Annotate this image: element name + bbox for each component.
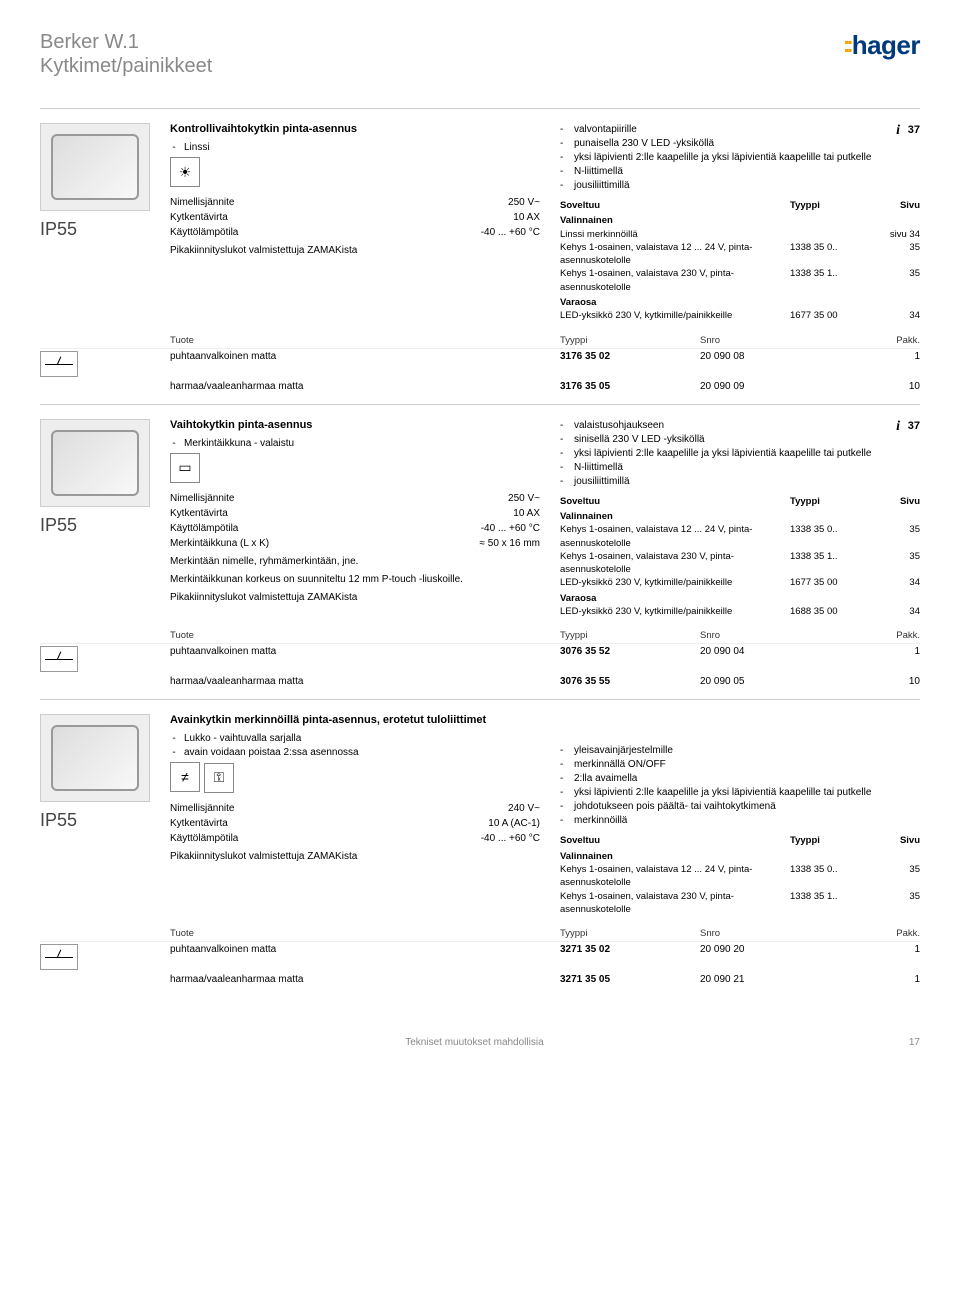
col-header: Tyyppi (790, 199, 870, 212)
bullet-text: jousiliittimillä (574, 475, 630, 489)
product-image-1 (40, 123, 150, 211)
note-text: Pikakiinnityslukot valmistettuja ZAMAKis… (170, 244, 540, 258)
bullet-text: johdotukseen pois päältä- tai vaihtokytk… (574, 800, 776, 814)
logo-text: hager (852, 30, 920, 60)
product-block-2: IP55 Vaihtokytkin pinta-asennus -Merkint… (40, 404, 920, 700)
switch-symbol-icon (40, 351, 78, 377)
product-title-2: Vaihtokytkin pinta-asennus (170, 419, 540, 431)
ip55-badge: IP55 (40, 219, 150, 240)
bullet-text: avain voidaan poistaa 2:ssa asennossa (184, 746, 359, 760)
spec-row: Nimellisjännite250 V~ (170, 195, 540, 210)
switch-symbol-icon (40, 944, 78, 970)
bullet-text: valaistusohjaukseen (574, 419, 664, 433)
bullet-text: Linssi (184, 141, 210, 155)
logo-dots-icon: :: (843, 32, 850, 57)
info-page-ref: 37 (908, 123, 920, 138)
product-image-3 (40, 714, 150, 802)
symbol-icon: ▭ (170, 453, 200, 483)
table-row: harmaa/vaaleanharmaa matta3271 35 0520 0… (40, 972, 920, 987)
subsection-label: Valinnainen (560, 850, 920, 863)
product-title-1: Kontrollivaihtokytkin pinta-asennus (170, 123, 540, 135)
hager-logo: ::hager (843, 30, 920, 61)
page-footer: Tekniset muutokset mahdollisia 17 (40, 1037, 920, 1048)
product-block-1: IP55 Kontrollivaihtokytkin pinta-asennus… (40, 108, 920, 404)
table-row: puhtaanvalkoinen matta3271 35 0220 090 2… (40, 942, 920, 972)
table-row: puhtaanvalkoinen matta3176 35 0220 090 0… (40, 349, 920, 379)
info-page-ref: 37 (908, 419, 920, 434)
bullet-text: yksi läpivienti 2:lle kaapelille ja yksi… (574, 786, 871, 800)
col-header: Tuote (170, 335, 560, 346)
bullet-text: N-liittimellä (574, 165, 623, 179)
col-header: Sivu (870, 199, 920, 212)
bullet-text: Lukko - vaihtuvalla sarjalla (184, 732, 301, 746)
table-row: puhtaanvalkoinen matta3076 35 5220 090 0… (40, 644, 920, 674)
page-header: Berker W.1 Kytkimet/painikkeet ::hager (40, 30, 920, 78)
spec-row: Kytkentävirta10 AX (170, 210, 540, 225)
bullet-text: N-liittimellä (574, 461, 623, 475)
product-title-3: Avainkytkin merkinnöillä pinta-asennus, … (170, 714, 540, 726)
table-row: harmaa/vaaleanharmaa matta3176 35 0520 0… (40, 379, 920, 394)
info-icon: i (896, 417, 900, 437)
product-table-2: TuoteTyyppiSnroPakk. puhtaanvalkoinen ma… (40, 628, 920, 689)
col-header: Soveltuu (560, 199, 790, 212)
title-line1: Berker W.1 (40, 30, 212, 54)
symbol-icon: ≠ (170, 762, 200, 792)
bullet-text: yksi läpivienti 2:lle kaapelille ja yksi… (574, 447, 871, 461)
table-row: harmaa/vaaleanharmaa matta3076 35 5520 0… (40, 674, 920, 689)
bullet-text: Merkintäikkuna - valaistu (184, 437, 294, 451)
col-header: Tyyppi (560, 335, 700, 346)
page-number: 17 (909, 1037, 920, 1048)
bullet-text: 2:lla avaimella (574, 772, 637, 786)
product-table-1: Tuote Tyyppi Snro Pakk. puhtaanvalkoinen… (40, 333, 920, 394)
bullet-text: punaisella 230 V LED -yksiköllä (574, 137, 714, 151)
subsection-label: Varaosa (560, 592, 920, 605)
subsection-label: Valinnainen (560, 510, 920, 523)
subsection-label: Varaosa (560, 296, 920, 309)
col-header: Snro (700, 335, 860, 346)
bullet-text: merkinnöillä (574, 814, 627, 828)
key-symbol-icon: ⚿ (204, 763, 234, 793)
bullet-text: sinisellä 230 V LED -yksiköllä (574, 433, 705, 447)
header-title: Berker W.1 Kytkimet/painikkeet (40, 30, 212, 78)
product-block-3: IP55 Avainkytkin merkinnöillä pinta-asen… (40, 699, 920, 997)
note-text: Pikakiinnityslukot valmistettuja ZAMAKis… (170, 850, 540, 864)
footer-text: Tekniset muutokset mahdollisia (40, 1037, 909, 1048)
title-line2: Kytkimet/painikkeet (40, 54, 212, 78)
bullet-text: merkinnällä ON/OFF (574, 758, 666, 772)
switch-symbol-icon (40, 646, 78, 672)
ip55-badge: IP55 (40, 810, 150, 831)
bullet-text: jousiliittimillä (574, 179, 630, 193)
bullet-text: yksi läpivienti 2:lle kaapelille ja yksi… (574, 151, 871, 165)
bullet-text: valvontapiirille (574, 123, 637, 137)
product-table-3: TuoteTyyppiSnroPakk. puhtaanvalkoinen ma… (40, 926, 920, 987)
product-image-2 (40, 419, 150, 507)
symbol-icon: ☀ (170, 157, 200, 187)
bullet-text: yleisavainjärjestelmille (574, 744, 673, 758)
note-text: Pikakiinnityslukot valmistettuja ZAMAKis… (170, 591, 540, 605)
col-header: Pakk. (860, 335, 920, 346)
note-text: Merkintään nimelle, ryhmämerkintään, jne… (170, 555, 540, 569)
spec-row: Käyttölämpötila-40 ... +60 °C (170, 225, 540, 240)
ip55-badge: IP55 (40, 515, 150, 536)
note-text: Merkintäikkunan korkeus on suunniteltu 1… (170, 573, 540, 587)
subsection-label: Valinnainen (560, 214, 920, 227)
info-icon: i (896, 121, 900, 141)
left-bullet: -Linssi (170, 141, 540, 155)
